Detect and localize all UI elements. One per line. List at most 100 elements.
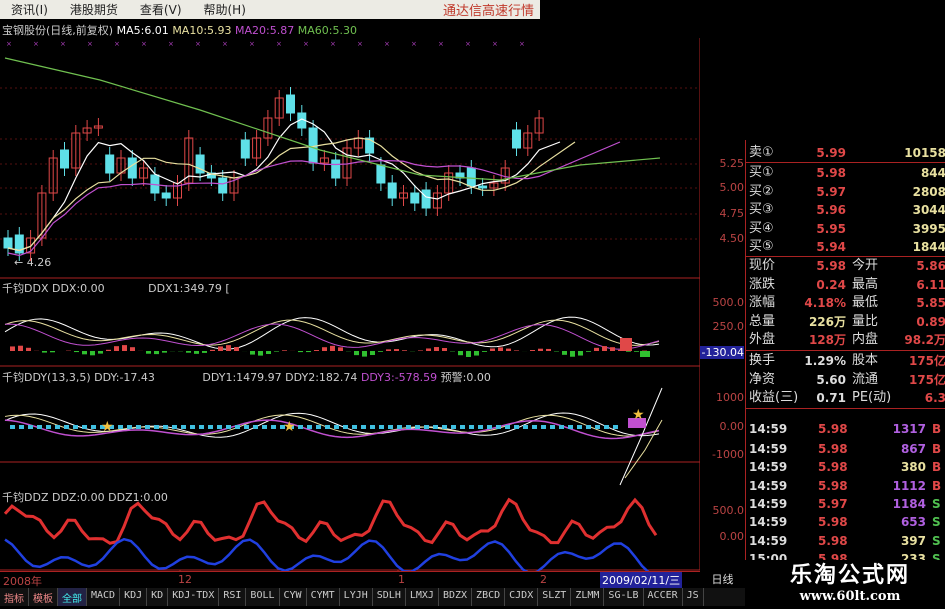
ddy-tick: -1000 <box>712 448 744 461</box>
tab-模板[interactable]: 模板 <box>29 588 58 606</box>
quote-label: 股本 <box>852 353 879 368</box>
ddy-bar <box>262 425 267 429</box>
candle-body <box>534 117 544 134</box>
ddx-tick: 250.0 <box>712 320 745 333</box>
ma-marker: × <box>438 40 444 48</box>
quote-label: PE(动) <box>852 390 892 405</box>
tab-bdzx[interactable]: BDZX <box>439 588 473 606</box>
tab-sg-lb[interactable]: SG-LB <box>604 588 644 606</box>
menu-hk-futures[interactable]: 港股期货 <box>69 3 118 17</box>
ddz-value: DDZ:0.00 <box>51 491 105 504</box>
tab-kd[interactable]: KD <box>147 588 169 606</box>
quote-label: 卖① <box>749 145 774 160</box>
period-label[interactable]: 日线 <box>711 573 734 586</box>
ddx-bar <box>162 351 167 353</box>
tab-lyjh[interactable]: LYJH <box>340 588 373 606</box>
tab-boll[interactable]: BOLL <box>246 588 280 606</box>
ma-marker: × <box>222 40 228 48</box>
ddx-bar <box>98 351 103 354</box>
tab-slzt[interactable]: SLZT <box>538 588 572 606</box>
tick-row: 14:59 5.98 867 B <box>746 440 945 458</box>
tab-kdj-tdx[interactable]: KDJ-TDX <box>168 588 220 606</box>
tick-row: 15:00 5.98 233 S <box>746 550 945 560</box>
quote-value: 98.2万 <box>904 333 945 347</box>
quote-volume: 1844 <box>912 240 945 254</box>
ddx-bar <box>306 351 311 353</box>
ma-marker: × <box>465 40 471 48</box>
tab-zbcd[interactable]: ZBCD <box>472 588 506 606</box>
ma-marker: × <box>6 40 12 48</box>
tab-js[interactable]: JS <box>683 588 704 606</box>
ma-marker: × <box>303 40 309 48</box>
ddy-bar <box>487 425 492 429</box>
quote-label: 最低 <box>852 295 879 310</box>
ddx-bar <box>322 347 327 351</box>
quote-value: 175亿 <box>908 354 945 368</box>
ddz1-value: DDZ1:0.00 <box>108 491 168 504</box>
candle-body <box>331 159 341 179</box>
menu-view[interactable]: 查看(V) <box>139 3 182 17</box>
tab-lmxj[interactable]: LMXJ <box>406 588 439 606</box>
candle-body <box>93 125 103 129</box>
candle-body <box>399 192 408 199</box>
tick-time: 15:00 <box>749 551 788 560</box>
ma-marker: × <box>33 40 39 48</box>
ddx-bar <box>626 351 631 352</box>
main-legend: 宝钢股份(日线,前复权) MA5:6.01 MA10:5.93 MA20:5.8… <box>2 22 357 38</box>
ddy-tick: 0.00 <box>719 420 745 433</box>
tick-side: B <box>932 478 942 493</box>
tab-sdlh[interactable]: SDLH <box>373 588 406 606</box>
ma-marker: × <box>141 40 147 48</box>
ddx-bar <box>362 351 367 357</box>
ddy-bar <box>118 425 123 429</box>
kline-chart[interactable]: × × × × × × × × × × × × × × × × × × × × ★ ★ ★ <box>0 38 700 571</box>
tab-cjdx[interactable]: CJDX <box>505 588 539 606</box>
ddx-bar <box>218 346 223 351</box>
tab-accer[interactable]: ACCER <box>644 588 683 606</box>
ddx-bar <box>562 351 567 355</box>
ma-marker: × <box>357 40 363 48</box>
candle-body <box>523 132 533 149</box>
ddy-bar <box>154 425 159 429</box>
ddy-bar <box>505 425 510 429</box>
tab-指标[interactable]: 指标 <box>0 588 29 606</box>
ddy-bar <box>604 425 609 429</box>
ddx-bar <box>474 351 479 356</box>
ddy-bar <box>172 425 177 429</box>
ddy-bar <box>595 425 600 429</box>
quote-row: 现价 5.98 今开 5.86 <box>746 257 945 275</box>
tab-macd[interactable]: MACD <box>87 588 121 606</box>
tab-rsi[interactable]: RSI <box>219 588 247 606</box>
tick-row: 14:59 5.98 1317 B <box>746 420 945 438</box>
tab-全部[interactable]: 全部 <box>58 588 87 606</box>
tick-side: S <box>932 533 941 548</box>
ddy-bar <box>226 425 231 429</box>
tab-cymt[interactable]: CYMT <box>307 588 340 606</box>
menu-news[interactable]: 资讯(I) <box>11 3 48 17</box>
ddy1-line <box>619 387 663 486</box>
menu-help[interactable]: 帮助(H) <box>203 3 246 17</box>
ddx-bar <box>74 351 79 353</box>
tab-cyw[interactable]: CYW <box>280 588 307 606</box>
quote-row: 买⑤ 5.94 1844 <box>746 238 945 256</box>
ddx-bar <box>506 348 511 351</box>
ddy-bar <box>460 425 465 429</box>
candle-body <box>466 167 476 187</box>
ddy3-value: DDY3:-578.59 <box>360 371 438 384</box>
quote-value: 5.94 <box>816 240 846 254</box>
ddx-bar <box>602 346 607 351</box>
candle-body <box>82 127 92 134</box>
quote-label: 买④ <box>749 220 774 236</box>
tab-kdj[interactable]: KDJ <box>120 588 148 606</box>
tick-time: 14:59 <box>749 422 788 436</box>
ma-marker: × <box>168 40 174 48</box>
ddx-bar <box>546 348 551 351</box>
ddy-bar <box>568 425 573 429</box>
tab-zlmm[interactable]: ZLMM <box>571 588 605 606</box>
quote-label: 内盘 <box>852 332 879 347</box>
quote-label: 现价 <box>749 258 776 273</box>
tick-row: 14:59 5.98 653 S <box>746 513 945 531</box>
ddx-bar <box>50 351 55 353</box>
ddx-bar <box>194 351 199 354</box>
quote-volume: 2808 <box>912 184 945 199</box>
